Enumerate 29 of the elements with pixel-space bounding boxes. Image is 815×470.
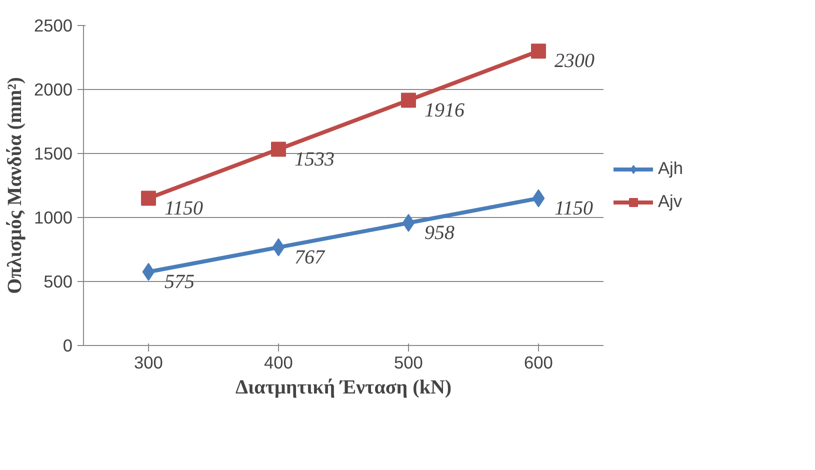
y-tick-label: 500 bbox=[44, 272, 73, 292]
data-label: 1150 bbox=[554, 197, 594, 220]
x-tick-label: 500 bbox=[394, 352, 423, 372]
x-tick-label: 600 bbox=[524, 352, 553, 372]
y-tick-label: 1000 bbox=[34, 208, 73, 228]
x-axis-title: Διατμητική Ένταση (kN) bbox=[235, 376, 452, 398]
point bbox=[402, 214, 415, 232]
data-label: 1916 bbox=[424, 99, 464, 122]
point bbox=[272, 238, 285, 256]
data-label: 958 bbox=[424, 222, 454, 244]
point bbox=[401, 92, 416, 108]
point bbox=[532, 189, 545, 208]
point bbox=[531, 44, 546, 59]
legend-label: Ajh bbox=[658, 158, 684, 179]
x-tick-label: 300 bbox=[134, 352, 163, 372]
y-tick-label: 2500 bbox=[34, 16, 73, 36]
data-label: 1533 bbox=[294, 148, 334, 170]
legend-label: Ajv bbox=[658, 191, 682, 212]
y-tick-label: 1500 bbox=[34, 144, 73, 164]
point bbox=[271, 142, 286, 157]
point bbox=[141, 190, 156, 206]
point bbox=[142, 262, 155, 281]
x-tick-label: 400 bbox=[264, 352, 293, 372]
y-tick-label: 0 bbox=[62, 336, 73, 356]
y-tick-label: 2000 bbox=[34, 80, 73, 100]
data-label: 2300 bbox=[554, 50, 594, 72]
y-axis-title: Οπλισμός Μανδύα (mm²) bbox=[4, 77, 26, 294]
data-label: 767 bbox=[294, 246, 326, 268]
data-label: 1150 bbox=[164, 197, 204, 220]
